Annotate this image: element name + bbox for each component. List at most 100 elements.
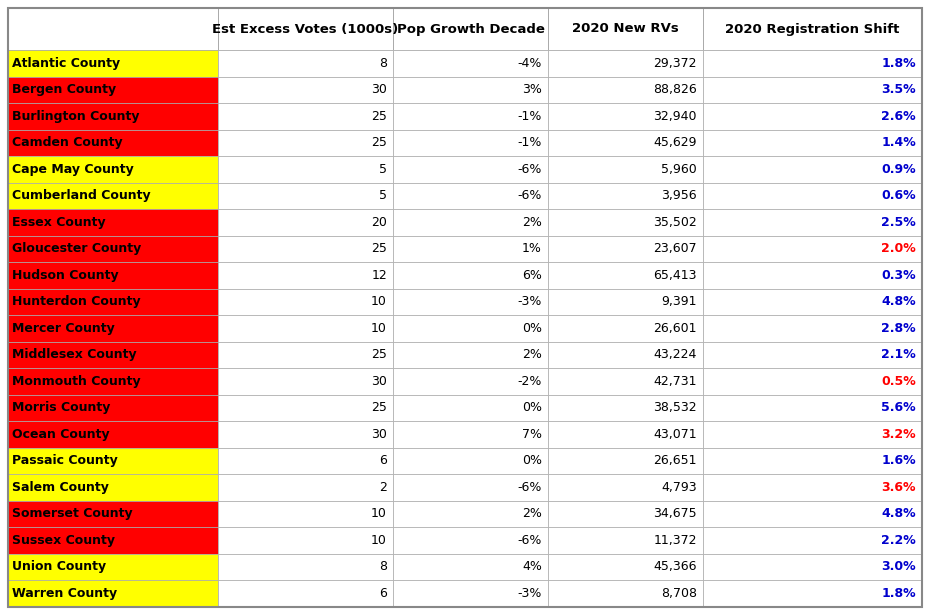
Text: Atlantic County: Atlantic County (12, 56, 120, 70)
Text: 25: 25 (371, 348, 387, 361)
FancyBboxPatch shape (218, 156, 393, 182)
FancyBboxPatch shape (548, 8, 703, 50)
Text: 7%: 7% (522, 428, 542, 441)
FancyBboxPatch shape (218, 553, 393, 580)
Text: 0.9%: 0.9% (882, 163, 916, 176)
FancyBboxPatch shape (703, 182, 922, 209)
FancyBboxPatch shape (703, 236, 922, 262)
Text: 11,372: 11,372 (654, 534, 697, 546)
FancyBboxPatch shape (393, 421, 548, 448)
FancyBboxPatch shape (548, 448, 703, 474)
FancyBboxPatch shape (393, 315, 548, 341)
Text: 45,629: 45,629 (654, 136, 697, 149)
Text: 5.6%: 5.6% (882, 402, 916, 414)
Text: Bergen County: Bergen County (12, 84, 116, 96)
FancyBboxPatch shape (703, 103, 922, 130)
FancyBboxPatch shape (218, 103, 393, 130)
FancyBboxPatch shape (703, 50, 922, 77)
Text: Somerset County: Somerset County (12, 507, 133, 520)
Text: Burlington County: Burlington County (12, 110, 139, 123)
Text: 30: 30 (371, 428, 387, 441)
FancyBboxPatch shape (218, 341, 393, 368)
FancyBboxPatch shape (548, 553, 703, 580)
Text: Cape May County: Cape May County (12, 163, 134, 176)
Text: 8,708: 8,708 (661, 587, 697, 600)
Text: 0%: 0% (522, 322, 542, 335)
Text: 4,793: 4,793 (661, 481, 697, 494)
Text: 4.8%: 4.8% (882, 507, 916, 520)
Text: 6: 6 (379, 454, 387, 467)
Text: 1.4%: 1.4% (882, 136, 916, 149)
Text: Est Excess Votes (1000s): Est Excess Votes (1000s) (212, 23, 399, 36)
Text: 32,940: 32,940 (654, 110, 697, 123)
Text: 4.8%: 4.8% (882, 295, 916, 308)
FancyBboxPatch shape (548, 103, 703, 130)
FancyBboxPatch shape (8, 8, 218, 50)
Text: 3%: 3% (522, 84, 542, 96)
Text: -3%: -3% (518, 295, 542, 308)
Text: 3.5%: 3.5% (882, 84, 916, 96)
Text: 0%: 0% (522, 454, 542, 467)
FancyBboxPatch shape (548, 289, 703, 315)
FancyBboxPatch shape (8, 130, 218, 156)
Text: 3,956: 3,956 (661, 189, 697, 202)
FancyBboxPatch shape (393, 395, 548, 421)
FancyBboxPatch shape (8, 315, 218, 341)
Text: 4%: 4% (522, 560, 542, 573)
FancyBboxPatch shape (8, 580, 218, 607)
Text: 23,607: 23,607 (654, 243, 697, 255)
Text: -6%: -6% (518, 163, 542, 176)
Text: 0%: 0% (522, 402, 542, 414)
Text: Middlesex County: Middlesex County (12, 348, 137, 361)
Text: 3.6%: 3.6% (882, 481, 916, 494)
FancyBboxPatch shape (218, 368, 393, 395)
FancyBboxPatch shape (548, 50, 703, 77)
FancyBboxPatch shape (548, 395, 703, 421)
FancyBboxPatch shape (8, 448, 218, 474)
FancyBboxPatch shape (703, 368, 922, 395)
Text: 0.6%: 0.6% (882, 189, 916, 202)
FancyBboxPatch shape (703, 553, 922, 580)
FancyBboxPatch shape (703, 421, 922, 448)
Text: 5,960: 5,960 (661, 163, 697, 176)
Text: 6: 6 (379, 587, 387, 600)
FancyBboxPatch shape (218, 130, 393, 156)
FancyBboxPatch shape (8, 341, 218, 368)
Text: 25: 25 (371, 136, 387, 149)
Text: 42,731: 42,731 (654, 375, 697, 388)
Text: 35,502: 35,502 (653, 216, 697, 229)
Text: -1%: -1% (518, 110, 542, 123)
FancyBboxPatch shape (393, 182, 548, 209)
Text: 45,366: 45,366 (654, 560, 697, 573)
Text: 0.5%: 0.5% (882, 375, 916, 388)
Text: 30: 30 (371, 84, 387, 96)
Text: -6%: -6% (518, 534, 542, 546)
FancyBboxPatch shape (393, 341, 548, 368)
FancyBboxPatch shape (218, 500, 393, 527)
Text: 3.0%: 3.0% (882, 560, 916, 573)
FancyBboxPatch shape (393, 527, 548, 553)
Text: 2%: 2% (522, 507, 542, 520)
Text: 2020 New RVs: 2020 New RVs (572, 23, 679, 36)
Text: 29,372: 29,372 (654, 56, 697, 70)
FancyBboxPatch shape (393, 8, 548, 50)
FancyBboxPatch shape (393, 500, 548, 527)
FancyBboxPatch shape (8, 474, 218, 500)
FancyBboxPatch shape (8, 209, 218, 236)
Text: 2020 Registration Shift: 2020 Registration Shift (725, 23, 899, 36)
FancyBboxPatch shape (548, 580, 703, 607)
Text: 34,675: 34,675 (654, 507, 697, 520)
Text: 2.2%: 2.2% (882, 534, 916, 546)
Text: -1%: -1% (518, 136, 542, 149)
FancyBboxPatch shape (703, 395, 922, 421)
FancyBboxPatch shape (218, 8, 393, 50)
FancyBboxPatch shape (218, 527, 393, 553)
FancyBboxPatch shape (548, 500, 703, 527)
Text: 10: 10 (371, 534, 387, 546)
Text: -6%: -6% (518, 481, 542, 494)
FancyBboxPatch shape (218, 580, 393, 607)
FancyBboxPatch shape (703, 500, 922, 527)
FancyBboxPatch shape (218, 236, 393, 262)
Text: 25: 25 (371, 110, 387, 123)
Text: 2: 2 (379, 481, 387, 494)
